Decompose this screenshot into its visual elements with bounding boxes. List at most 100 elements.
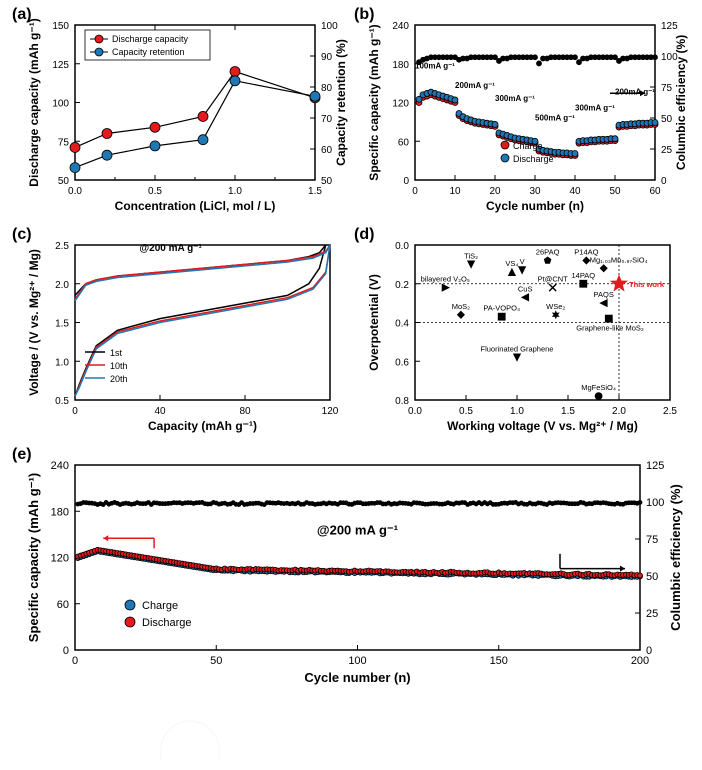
svg-text:100: 100: [348, 655, 366, 667]
svg-text:Capacity retention: Capacity retention: [112, 47, 185, 57]
svg-text:0.0: 0.0: [68, 186, 82, 197]
svg-text:120: 120: [392, 99, 409, 110]
svg-text:MgFeSiO₄: MgFeSiO₄: [581, 383, 616, 392]
svg-text:@200 mA g⁻¹: @200 mA g⁻¹: [139, 243, 202, 254]
svg-text:50: 50: [321, 176, 333, 187]
svg-text:75: 75: [58, 137, 70, 148]
svg-text:180: 180: [51, 506, 69, 518]
panel-e: 0501001502000601201802400255075100125@20…: [20, 450, 690, 695]
panel-c: 040801200.51.01.52.02.5@200 mA g⁻¹1st10t…: [20, 230, 350, 440]
svg-text:Graphene-like MoS₂: Graphene-like MoS₂: [576, 324, 644, 333]
svg-text:MoS₂: MoS₂: [452, 302, 470, 311]
svg-text:75: 75: [646, 534, 658, 546]
svg-text:Capacity retention (%): Capacity retention (%): [334, 39, 348, 166]
panel-b-svg: 0102030405060060120180240025507510012510…: [360, 10, 690, 220]
svg-text:TiS₂: TiS₂: [464, 251, 478, 260]
svg-text:30: 30: [529, 186, 541, 197]
svg-text:Charge: Charge: [513, 141, 543, 151]
panel-e-svg: 0501001502000601201802400255075100125@20…: [20, 450, 690, 695]
svg-text:60: 60: [57, 599, 69, 611]
svg-text:0: 0: [646, 645, 652, 657]
svg-text:Charge: Charge: [142, 600, 178, 612]
svg-text:Discharge capacity: Discharge capacity: [112, 34, 189, 44]
svg-text:0: 0: [661, 176, 667, 187]
svg-text:300mA g⁻¹: 300mA g⁻¹: [575, 104, 615, 113]
svg-text:Pt@CNT: Pt@CNT: [538, 275, 569, 284]
svg-text:Concentration (LiCl, mol / L): Concentration (LiCl, mol / L): [115, 199, 276, 213]
svg-text:1.5: 1.5: [308, 186, 322, 197]
svg-text:125: 125: [661, 21, 678, 32]
svg-text:80: 80: [239, 406, 251, 417]
panel-b: 0102030405060060120180240025507510012510…: [360, 10, 690, 220]
svg-text:10th: 10th: [110, 361, 128, 371]
svg-text:150: 150: [52, 21, 69, 32]
svg-text:0: 0: [63, 645, 69, 657]
svg-text:300mA g⁻¹: 300mA g⁻¹: [495, 94, 535, 103]
svg-text:1.0: 1.0: [55, 357, 69, 368]
panel-a: 0.00.51.01.550751001251505060708090100Di…: [20, 10, 350, 220]
svg-text:150: 150: [490, 655, 508, 667]
svg-text:0.5: 0.5: [55, 396, 69, 407]
svg-text:100mA g⁻¹: 100mA g⁻¹: [415, 62, 455, 71]
svg-text:2.0: 2.0: [55, 280, 69, 291]
svg-text:2.5: 2.5: [663, 406, 677, 417]
panel-a-svg: 0.00.51.01.550751001251505060708090100Di…: [20, 10, 350, 220]
svg-text:90: 90: [321, 52, 333, 63]
svg-text:100: 100: [52, 99, 69, 110]
svg-text:Overpotential (V): Overpotential (V): [367, 274, 381, 371]
svg-text:Working voltage (V vs. Mg²⁺ /: Working voltage (V vs. Mg²⁺ / Mg): [447, 419, 638, 433]
svg-text:0: 0: [72, 655, 78, 667]
svg-text:0.2: 0.2: [395, 280, 409, 291]
svg-text:Columbic efficiency (%): Columbic efficiency (%): [668, 484, 683, 631]
svg-text:Cycle number (n): Cycle number (n): [304, 670, 410, 685]
svg-text:1st: 1st: [110, 348, 123, 358]
svg-text:26PAQ: 26PAQ: [536, 248, 560, 257]
svg-text:200mA g⁻¹: 200mA g⁻¹: [615, 88, 655, 97]
svg-text:40: 40: [154, 406, 166, 417]
svg-text:60: 60: [398, 137, 410, 148]
svg-text:60: 60: [321, 145, 333, 156]
svg-text:40: 40: [569, 186, 581, 197]
svg-text:25: 25: [661, 145, 673, 156]
svg-text:PAQS: PAQS: [594, 290, 614, 299]
svg-text:125: 125: [52, 60, 69, 71]
svg-text:120: 120: [51, 553, 69, 565]
svg-text:50: 50: [58, 176, 70, 187]
svg-text:@200 mA g⁻¹: @200 mA g⁻¹: [317, 522, 398, 537]
figure-container: (a) 0.00.51.01.5507510012515050607080901…: [0, 0, 702, 770]
panel-c-svg: 040801200.51.01.52.02.5@200 mA g⁻¹1st10t…: [20, 230, 350, 440]
panel-d-svg: 0.00.51.01.52.02.50.00.20.40.60.8TiS₂bil…: [360, 230, 690, 440]
svg-text:0.6: 0.6: [395, 357, 409, 368]
svg-text:Specific capacity (mAh g⁻¹): Specific capacity (mAh g⁻¹): [26, 473, 41, 642]
svg-text:125: 125: [646, 460, 664, 472]
svg-text:1.5: 1.5: [55, 319, 69, 330]
svg-text:0: 0: [403, 176, 409, 187]
svg-text:0.5: 0.5: [148, 186, 162, 197]
svg-text:1.0: 1.0: [510, 406, 524, 417]
svg-text:Discharge: Discharge: [142, 617, 192, 629]
svg-text:1.5: 1.5: [561, 406, 575, 417]
svg-text:0.4: 0.4: [395, 319, 409, 330]
svg-text:180: 180: [392, 60, 409, 71]
svg-text:200mA g⁻¹: 200mA g⁻¹: [455, 81, 495, 90]
svg-text:Discharge capacity (mAh g⁻¹): Discharge capacity (mAh g⁻¹): [27, 18, 41, 186]
svg-text:0.0: 0.0: [395, 241, 409, 252]
svg-text:70: 70: [321, 114, 333, 125]
svg-text:Cycle number (n): Cycle number (n): [486, 199, 584, 213]
svg-text:100: 100: [646, 497, 664, 509]
svg-text:75: 75: [661, 83, 673, 94]
svg-text:WSe₂: WSe₂: [546, 302, 565, 311]
svg-text:Discharge: Discharge: [513, 154, 554, 164]
watermark: [160, 720, 220, 760]
svg-text:Fluorinated Graphene: Fluorinated Graphene: [481, 344, 554, 353]
svg-text:Specific capacity (mAh g⁻¹): Specific capacity (mAh g⁻¹): [367, 24, 381, 180]
svg-text:60: 60: [649, 186, 661, 197]
svg-text:Voltage / (V vs. Mg²⁺ / Mg): Voltage / (V vs. Mg²⁺ / Mg): [27, 249, 41, 396]
svg-text:0.0: 0.0: [408, 406, 422, 417]
svg-text:10: 10: [449, 186, 461, 197]
svg-text:500mA g⁻¹: 500mA g⁻¹: [535, 113, 575, 122]
svg-text:Mg₁.₀₃Mn₀.₉₇SiO₄: Mg₁.₀₃Mn₀.₉₇SiO₄: [590, 255, 648, 264]
svg-text:50: 50: [210, 655, 222, 667]
svg-text:0: 0: [412, 186, 418, 197]
svg-text:120: 120: [322, 406, 339, 417]
